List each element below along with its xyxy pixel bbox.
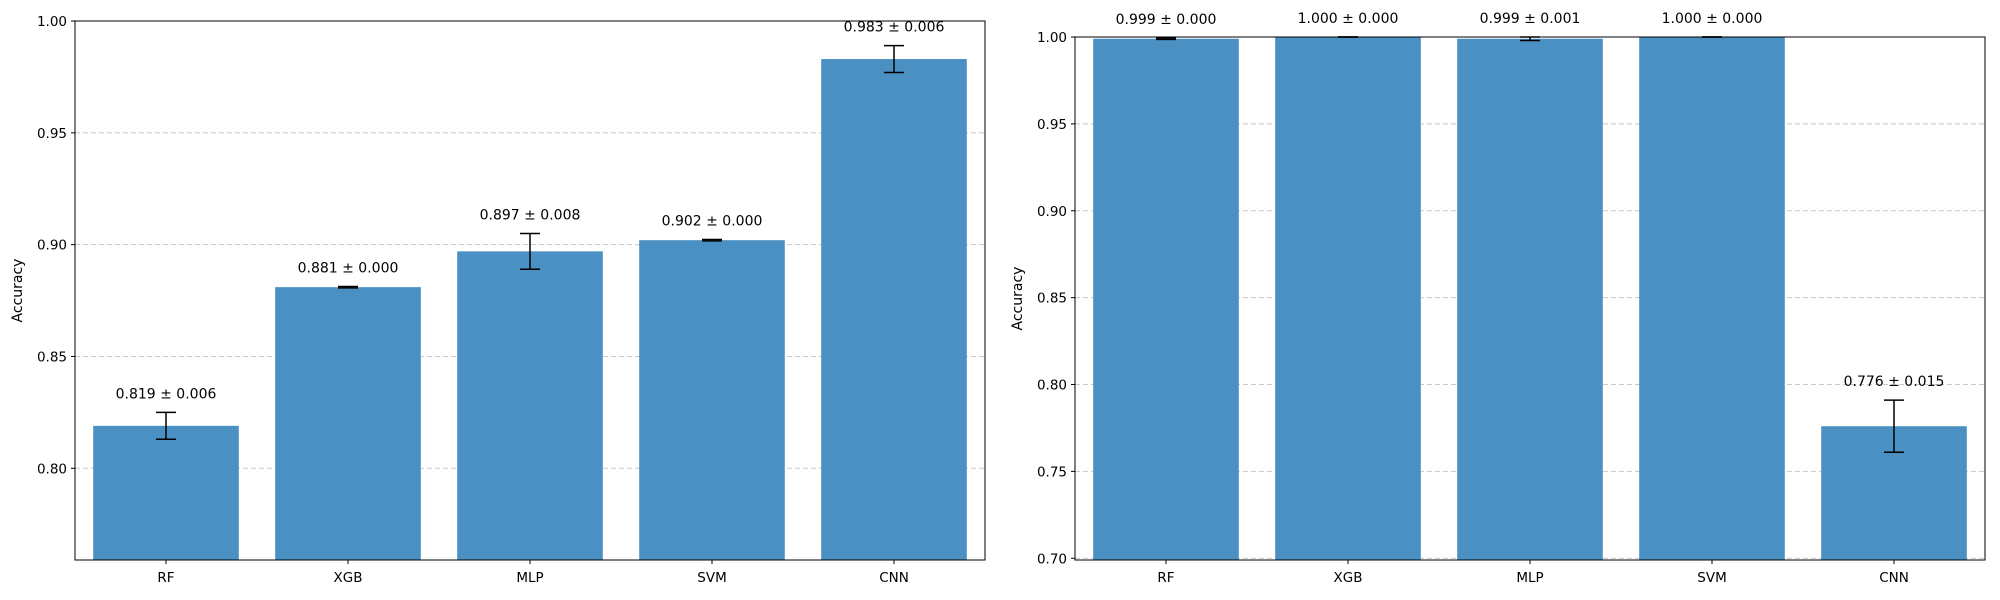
x-tick-label: RF — [157, 570, 174, 586]
x-tick-label: RF — [1157, 570, 1174, 586]
y-tick-label: 0.85 — [1037, 291, 1067, 307]
y-tick-label: 0.95 — [1037, 117, 1067, 133]
x-tick-label: CNN — [1879, 570, 1909, 586]
plot-frame — [1074, 36, 1986, 561]
bar-mlp — [1457, 38, 1603, 560]
data-label: 0.776 ± 0.015 — [1844, 374, 1945, 390]
data-label: 0.999 ± 0.001 — [1480, 11, 1581, 27]
x-tick-label: CNN — [879, 570, 909, 586]
y-tick-label: 0.75 — [1037, 464, 1067, 480]
data-label: 0.897 ± 0.008 — [480, 207, 581, 223]
data-label: 1.000 ± 0.000 — [1662, 11, 1763, 27]
bar-xgb — [1275, 37, 1421, 560]
y-tick-label: 0.95 — [37, 126, 67, 142]
y-tick-label: 0.80 — [1037, 378, 1067, 394]
y-tick-label: 0.90 — [1037, 204, 1067, 220]
y-tick-label: 0.90 — [37, 238, 67, 254]
bar-xgb — [275, 287, 421, 560]
bar-svm — [1639, 37, 1785, 560]
data-label: 0.819 ± 0.006 — [116, 386, 217, 402]
bar-mlp — [457, 251, 603, 560]
y-tick-label: 1.00 — [1037, 30, 1067, 46]
y-tick-label: 0.80 — [37, 461, 67, 477]
bar-cnn — [821, 59, 967, 560]
x-tick-label: XGB — [334, 570, 363, 586]
data-label: 0.881 ± 0.000 — [298, 260, 399, 276]
y-tick-label: 0.70 — [1037, 551, 1067, 567]
y-tick-label: 1.00 — [37, 14, 67, 30]
left-accuracy-chart: 0.819 ± 0.006 RF 0.881 ± 0.000 XGB 0.897 ± 0… — [10, 14, 986, 586]
x-tick-label: XGB — [1334, 570, 1363, 586]
data-label: 0.902 ± 0.000 — [662, 214, 763, 230]
x-tick-label: SVM — [1697, 570, 1726, 586]
y-axis-label: Accuracy — [10, 259, 26, 323]
x-tick-label: MLP — [516, 570, 543, 586]
right-accuracy-chart: 0.999 ± 0.000 RF 1.000 ± 0.000 XGB 0.999 ± 0… — [1010, 11, 1986, 586]
x-tick-label: SVM — [697, 570, 726, 586]
bar-svm — [639, 240, 785, 561]
y-axis-label: Accuracy — [1010, 267, 1026, 331]
plot-frame — [74, 20, 986, 561]
bar-rf — [93, 425, 239, 560]
bar-rf — [1093, 38, 1239, 560]
y-tick-label: 0.85 — [37, 349, 67, 365]
data-label: 0.983 ± 0.006 — [844, 20, 945, 36]
x-tick-label: MLP — [1516, 570, 1543, 586]
data-label: 0.999 ± 0.000 — [1116, 12, 1217, 28]
data-label: 1.000 ± 0.000 — [1298, 11, 1399, 27]
